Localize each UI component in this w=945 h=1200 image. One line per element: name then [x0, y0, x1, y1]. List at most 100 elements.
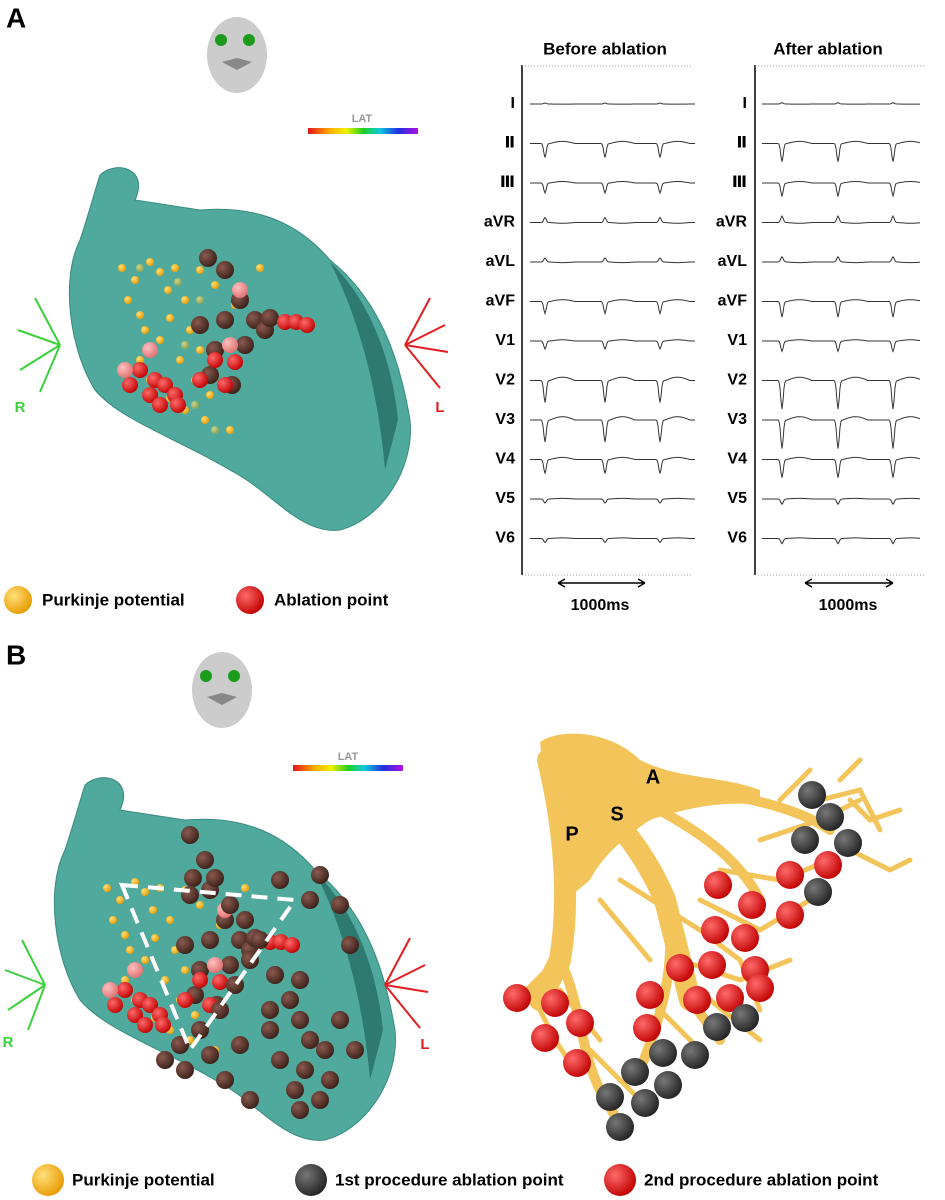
axis-label: R: [15, 399, 26, 416]
lead-label: Ⅱ: [736, 135, 747, 152]
sphere: [156, 268, 164, 276]
sphere: [666, 954, 694, 982]
sphere: [631, 1089, 659, 1117]
ecg-trace: [762, 416, 921, 449]
sphere: [296, 1061, 314, 1079]
sphere: [211, 426, 219, 434]
legend-marker: [4, 586, 32, 614]
sphere: [196, 296, 204, 304]
lead-label: V3: [495, 411, 515, 428]
sphere: [221, 956, 239, 974]
axis-right: [4, 939, 46, 1031]
panel-label: A: [6, 2, 26, 33]
sphere: [503, 984, 531, 1012]
sphere: [232, 282, 248, 298]
sphere: [281, 991, 299, 1009]
sphere: [136, 356, 144, 364]
lead-label: V4: [727, 451, 747, 468]
lead-label: V5: [727, 490, 747, 507]
sphere: [277, 314, 293, 330]
axis-label: R: [3, 1034, 14, 1051]
lat-colorbar: [308, 128, 418, 134]
sphere: [804, 878, 832, 906]
lat-colorbar: [293, 765, 403, 771]
sphere: [177, 992, 193, 1008]
sphere: [636, 981, 664, 1009]
sphere: [176, 356, 184, 364]
sphere: [201, 416, 209, 424]
sphere: [124, 296, 132, 304]
sphere: [196, 901, 204, 909]
sphere: [316, 1041, 334, 1059]
ecg-trace: [762, 537, 921, 545]
sphere: [798, 781, 826, 809]
legend-marker: [604, 1164, 636, 1196]
sphere: [814, 851, 842, 879]
sphere: [649, 1039, 677, 1067]
lead-label: aVR: [716, 214, 748, 231]
sphere: [127, 1007, 143, 1023]
sphere: [116, 896, 124, 904]
sphere: [117, 982, 133, 998]
sphere: [738, 891, 766, 919]
lead-label: V5: [495, 490, 515, 507]
sphere: [191, 316, 209, 334]
sphere: [201, 1046, 219, 1064]
sphere: [103, 884, 111, 892]
legend-label: Ablation point: [274, 590, 389, 609]
lead-label: V1: [727, 332, 747, 349]
sphere: [176, 1061, 194, 1079]
sphere: [136, 311, 144, 319]
sphere: [141, 888, 149, 896]
sphere: [311, 866, 329, 884]
ecg-trace: [762, 140, 921, 162]
region-outline: [118, 882, 299, 1055]
lead-label: V2: [727, 372, 747, 389]
sphere: [191, 1011, 199, 1019]
sphere: [166, 916, 174, 924]
axis-right: [17, 297, 61, 393]
ecg-trace: [762, 376, 921, 410]
heart-shade: [315, 872, 383, 1080]
sphere: [816, 803, 844, 831]
ecg-trace: [530, 339, 695, 351]
branch-label: A: [646, 766, 660, 788]
ecg-trace: [762, 497, 921, 506]
sphere: [256, 264, 264, 272]
sphere: [166, 314, 174, 322]
branch-label: P: [565, 823, 578, 845]
sphere: [703, 1013, 731, 1041]
sphere: [181, 296, 189, 304]
sphere: [222, 337, 238, 353]
lead-label: I: [743, 95, 747, 112]
sphere: [716, 984, 744, 1012]
sphere: [196, 266, 204, 274]
legend-marker: [295, 1164, 327, 1196]
sphere: [286, 1081, 304, 1099]
sphere: [291, 1011, 309, 1029]
ecg-trace: [762, 181, 921, 198]
sphere: [118, 264, 126, 272]
sphere: [107, 997, 123, 1013]
sphere: [206, 869, 224, 887]
sphere: [131, 276, 139, 284]
sphere: [207, 957, 223, 973]
sphere: [192, 972, 208, 988]
sphere: [122, 377, 138, 393]
sphere: [170, 397, 186, 413]
sphere: [531, 1024, 559, 1052]
sphere: [109, 916, 117, 924]
sphere: [346, 1041, 364, 1059]
lat-label: LAT: [352, 113, 373, 125]
sphere: [291, 1101, 309, 1119]
lead-label: I: [511, 95, 515, 112]
sphere: [206, 391, 214, 399]
sphere: [776, 901, 804, 929]
sphere: [621, 1058, 649, 1086]
ecg-trace: [530, 181, 695, 195]
sphere: [251, 931, 269, 949]
sphere: [541, 989, 569, 1017]
sphere: [683, 986, 711, 1014]
lead-label: aVR: [484, 214, 516, 231]
